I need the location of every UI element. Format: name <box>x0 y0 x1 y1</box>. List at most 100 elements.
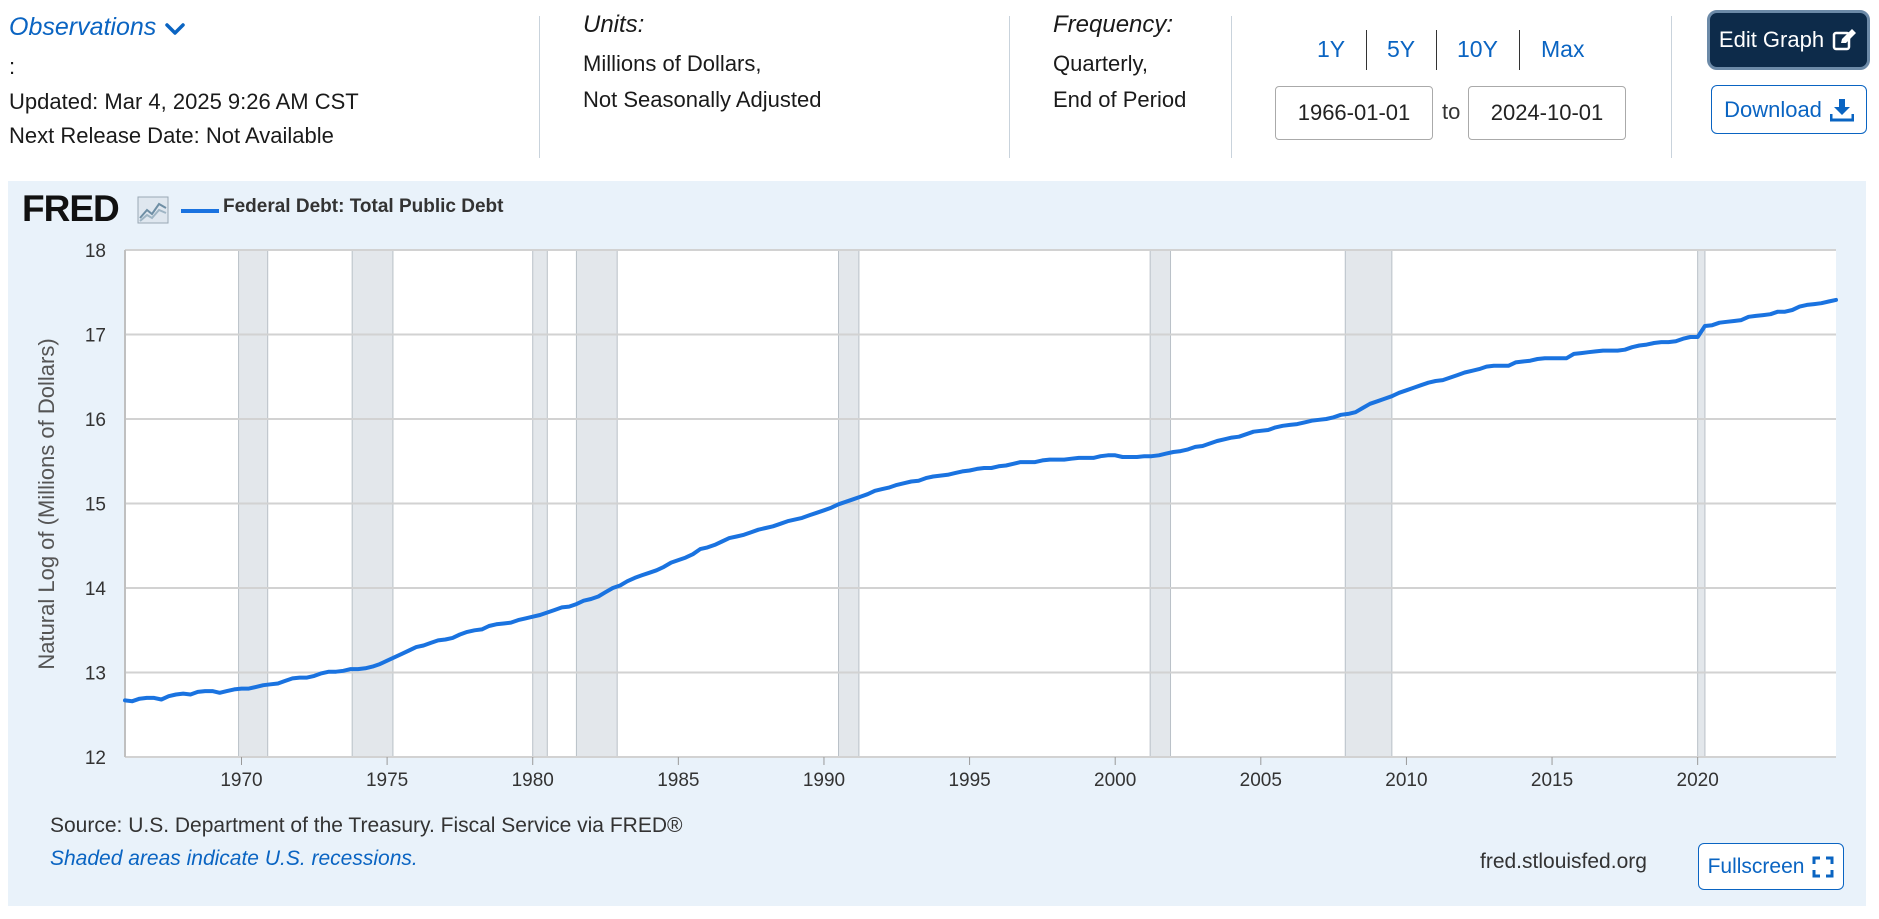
data-point <box>1645 343 1649 347</box>
y-tick-label: 15 <box>85 495 106 516</box>
data-point <box>1324 417 1328 421</box>
range-10y-button[interactable]: 10Y <box>1457 36 1498 62</box>
data-point <box>1048 458 1052 462</box>
data-point <box>698 547 702 551</box>
data-point <box>1565 356 1569 360</box>
end-date-input[interactable]: 2024-10-01 <box>1468 86 1626 140</box>
data-point <box>189 693 192 696</box>
fred-logo: FRED <box>22 188 120 229</box>
x-tick-label: 2015 <box>1531 770 1573 791</box>
fullscreen-icon <box>1812 856 1834 877</box>
data-point <box>1601 349 1605 353</box>
data-point <box>1739 318 1743 322</box>
data-point <box>968 469 972 472</box>
data-point <box>1710 323 1714 327</box>
data-point <box>1441 378 1445 382</box>
x-tick-label: 2020 <box>1677 770 1719 791</box>
data-point <box>1776 310 1780 314</box>
data-point <box>1463 371 1467 374</box>
data-point <box>1703 324 1707 328</box>
range-1y-button[interactable]: 1Y <box>1317 36 1346 62</box>
units-line-1: Millions of Dollars, <box>583 51 762 76</box>
data-point <box>1019 460 1022 464</box>
data-point <box>181 692 185 696</box>
date-to-label: to <box>1442 99 1461 124</box>
range-5y-button[interactable]: 5Y <box>1387 36 1416 62</box>
download-button[interactable]: Download <box>1711 85 1867 134</box>
download-label: Download <box>1724 96 1822 122</box>
data-point <box>1623 348 1627 352</box>
legend-label: Federal Debt: Total Public Debt <box>223 196 504 217</box>
data-point <box>210 689 214 693</box>
data-point <box>531 615 535 619</box>
recession-note-link[interactable]: Shaded areas indicate U.S. recessions. <box>50 847 418 870</box>
download-icon <box>1829 98 1854 121</box>
data-point <box>269 682 273 686</box>
edit-graph-label: Edit Graph <box>1718 27 1825 52</box>
y-tick-label: 12 <box>85 748 106 769</box>
data-point <box>1004 464 1008 467</box>
data-point <box>1150 454 1154 458</box>
data-point <box>1142 454 1146 458</box>
y-tick-label: 18 <box>85 241 106 262</box>
data-point <box>349 667 353 671</box>
data-point <box>997 464 1001 468</box>
x-tick-label: 1975 <box>366 770 408 791</box>
data-point <box>1718 321 1721 325</box>
data-point <box>1237 435 1241 439</box>
data-point <box>604 590 607 594</box>
data-point <box>327 670 331 674</box>
data-point <box>618 584 622 587</box>
data-point <box>130 699 134 703</box>
data-point <box>1594 349 1598 353</box>
data-point <box>422 644 425 647</box>
data-point <box>873 489 877 493</box>
data-point <box>596 595 600 598</box>
data-point <box>1805 303 1809 307</box>
data-point <box>727 536 731 540</box>
data-point <box>720 540 724 543</box>
data-point <box>1062 458 1066 462</box>
fullscreen-button[interactable]: Fullscreen <box>1698 843 1844 890</box>
divider <box>1009 16 1010 158</box>
range-max-button[interactable]: Max <box>1541 36 1585 62</box>
data-point <box>283 679 287 683</box>
data-point <box>793 518 797 522</box>
observations-label[interactable]: Observations <box>9 13 157 41</box>
data-point <box>261 683 265 687</box>
site-link[interactable]: fred.stlouisfed.org <box>1480 850 1647 873</box>
data-point <box>1099 454 1103 458</box>
data-point <box>902 481 906 485</box>
data-point <box>203 689 207 693</box>
edit-graph-button[interactable]: Edit Graph <box>1707 10 1870 70</box>
data-point <box>1499 364 1503 368</box>
data-point <box>312 674 316 678</box>
data-point <box>939 474 942 478</box>
data-point <box>159 698 163 701</box>
observations-dropdown[interactable]: Observations <box>9 14 186 41</box>
data-point <box>1492 364 1496 368</box>
data-point <box>1230 436 1234 440</box>
data-point <box>1339 413 1343 417</box>
data-point <box>1834 298 1838 302</box>
data-point <box>1281 424 1285 428</box>
x-tick-label: 1985 <box>657 770 699 791</box>
data-point <box>684 556 688 560</box>
y-tick-label: 16 <box>85 410 106 431</box>
data-point <box>341 669 345 673</box>
data-point <box>1725 320 1729 324</box>
data-point <box>1681 337 1685 341</box>
start-date-input[interactable]: 1966-01-01 <box>1275 86 1433 140</box>
y-tick-label: 13 <box>85 664 106 685</box>
data-point <box>494 622 498 626</box>
data-point <box>786 519 790 523</box>
data-point <box>647 571 651 575</box>
data-point <box>1470 369 1474 373</box>
data-point <box>1455 373 1459 377</box>
data-point <box>392 655 396 659</box>
fullscreen-label: Fullscreen <box>1707 854 1805 878</box>
data-point <box>866 492 870 496</box>
data-point <box>254 685 258 689</box>
frequency-line-2: End of Period <box>1053 87 1187 112</box>
data-point <box>1259 429 1263 433</box>
